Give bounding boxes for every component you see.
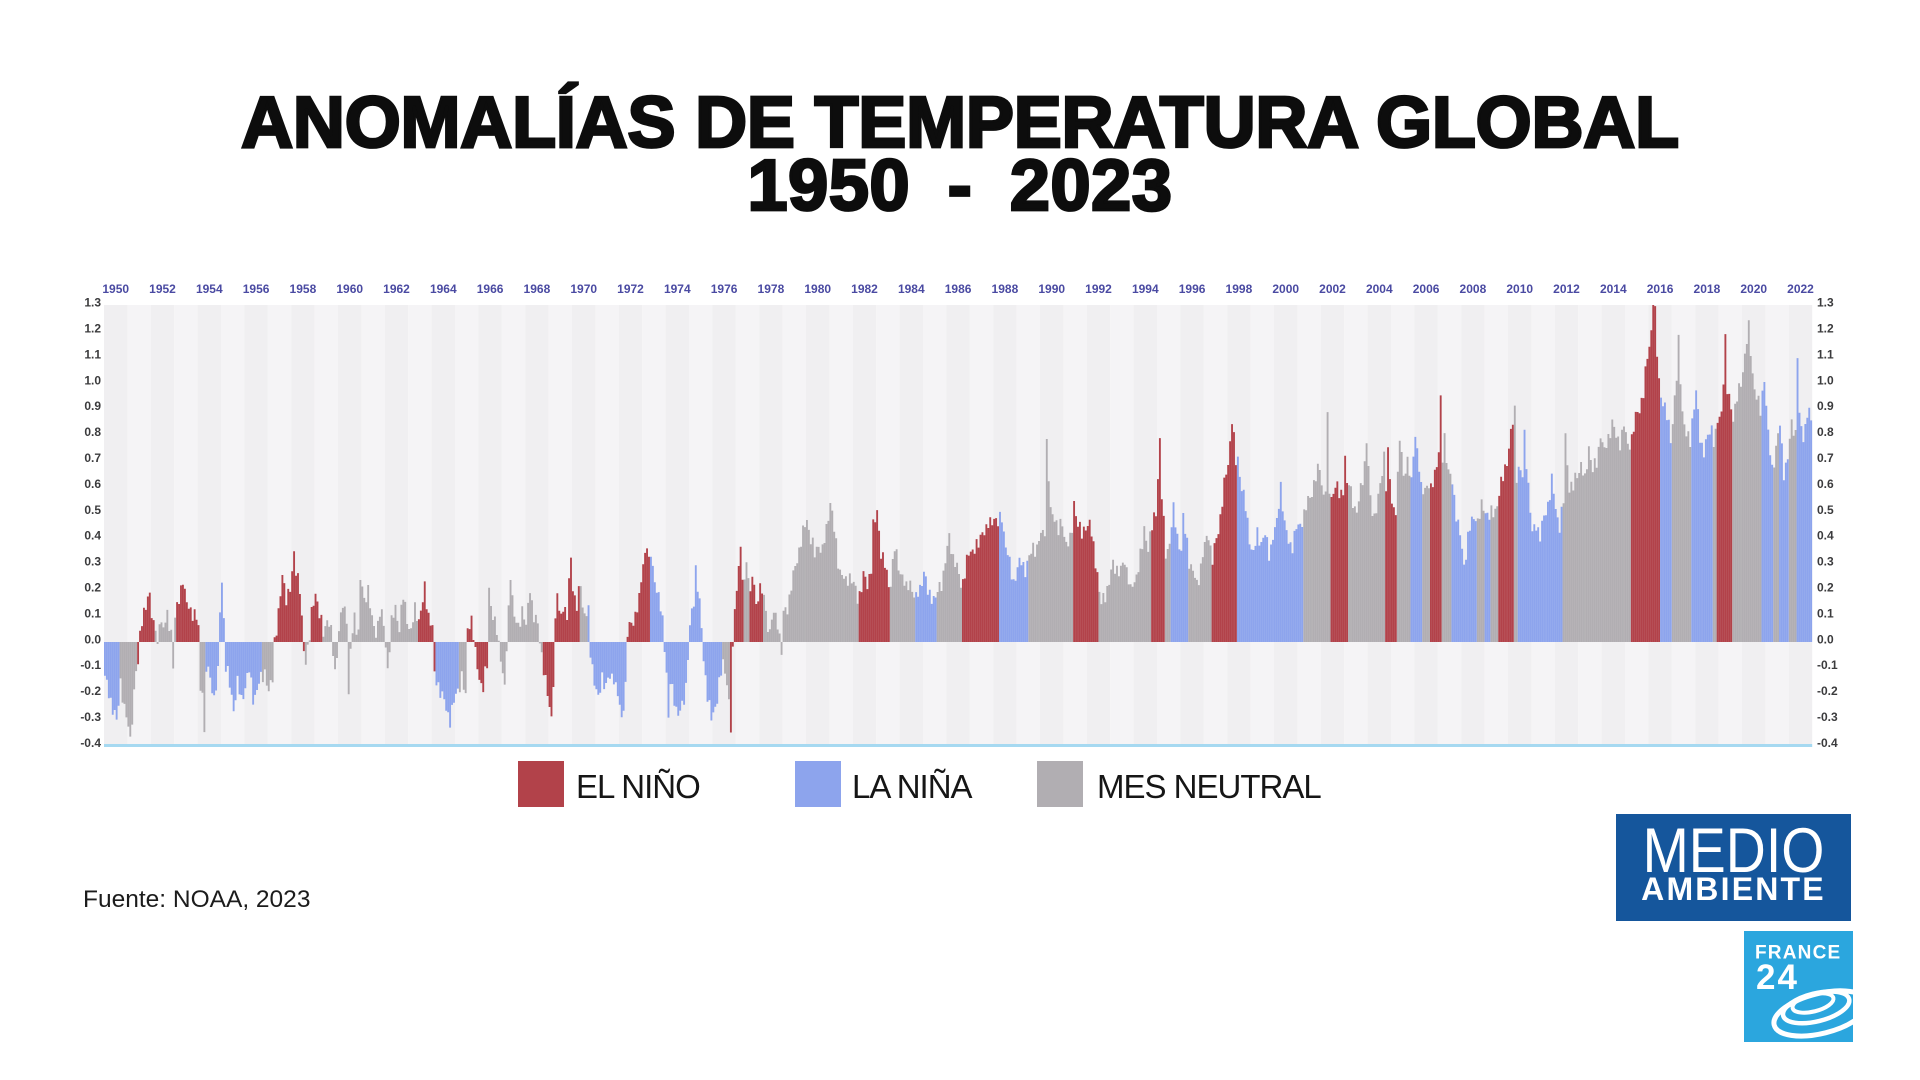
svg-text:0.3: 0.3 [1817,555,1834,569]
svg-text:1994: 1994 [1132,282,1159,296]
svg-text:-0.3: -0.3 [80,710,101,724]
svg-text:0.2: 0.2 [1817,581,1834,595]
svg-text:1996: 1996 [1179,282,1206,296]
svg-text:24: 24 [1756,958,1799,997]
svg-text:0.6: 0.6 [84,477,101,491]
svg-text:0.1: 0.1 [1817,606,1834,620]
svg-text:0.8: 0.8 [84,425,101,439]
svg-text:0.7: 0.7 [84,451,101,465]
svg-text:2010: 2010 [1506,282,1533,296]
svg-text:2000: 2000 [1272,282,1299,296]
svg-text:0.4: 0.4 [84,529,101,543]
svg-text:0.5: 0.5 [84,503,101,517]
svg-text:1950: 1950 [102,282,129,296]
svg-text:1970: 1970 [570,282,597,296]
svg-text:1958: 1958 [290,282,317,296]
svg-text:1968: 1968 [524,282,551,296]
svg-text:1982: 1982 [851,282,878,296]
svg-text:FRANCE: FRANCE [1755,943,1841,964]
svg-text:1984: 1984 [898,282,925,296]
svg-text:2004: 2004 [1366,282,1393,296]
svg-text:2014: 2014 [1600,282,1627,296]
svg-text:-0.2: -0.2 [80,684,101,698]
svg-text:-0.4: -0.4 [80,736,101,750]
svg-text:0.0: 0.0 [1817,632,1834,646]
svg-text:1960: 1960 [336,282,363,296]
svg-text:1.0: 1.0 [1817,373,1834,387]
svg-text:1986: 1986 [945,282,972,296]
svg-text:0.5: 0.5 [1817,503,1834,517]
svg-text:0.6: 0.6 [1817,477,1834,491]
svg-text:1952: 1952 [149,282,176,296]
svg-text:-0.4: -0.4 [1817,736,1838,750]
svg-text:1990: 1990 [1038,282,1065,296]
svg-text:1.1: 1.1 [1817,347,1834,361]
svg-text:2008: 2008 [1460,282,1487,296]
svg-text:-0.1: -0.1 [80,658,101,672]
svg-text:1.3: 1.3 [84,296,101,310]
svg-text:0.7: 0.7 [1817,451,1834,465]
svg-text:1962: 1962 [383,282,410,296]
svg-text:2016: 2016 [1647,282,1674,296]
svg-text:1.2: 1.2 [84,322,101,336]
svg-text:1956: 1956 [243,282,270,296]
svg-text:1998: 1998 [1226,282,1253,296]
svg-text:1976: 1976 [711,282,738,296]
svg-text:0.9: 0.9 [1817,399,1834,413]
svg-text:2020: 2020 [1740,282,1767,296]
svg-text:0.3: 0.3 [84,555,101,569]
svg-text:-0.1: -0.1 [1817,658,1838,672]
svg-text:1992: 1992 [1085,282,1112,296]
svg-text:0.2: 0.2 [84,581,101,595]
svg-text:1980: 1980 [804,282,831,296]
svg-text:2006: 2006 [1413,282,1440,296]
svg-text:-0.2: -0.2 [1817,684,1838,698]
svg-text:0.0: 0.0 [84,632,101,646]
svg-text:1964: 1964 [430,282,457,296]
svg-text:1972: 1972 [617,282,644,296]
svg-text:1.0: 1.0 [84,373,101,387]
svg-text:1954: 1954 [196,282,223,296]
svg-text:1988: 1988 [992,282,1019,296]
svg-text:2002: 2002 [1319,282,1346,296]
svg-text:1966: 1966 [477,282,504,296]
svg-text:2022: 2022 [1787,282,1814,296]
svg-text:0.4: 0.4 [1817,529,1834,543]
svg-text:1.1: 1.1 [84,347,101,361]
svg-text:1.3: 1.3 [1817,296,1834,310]
svg-text:2012: 2012 [1553,282,1580,296]
svg-text:0.9: 0.9 [84,399,101,413]
svg-text:0.8: 0.8 [1817,425,1834,439]
svg-text:2018: 2018 [1694,282,1721,296]
svg-text:-0.3: -0.3 [1817,710,1838,724]
svg-text:1974: 1974 [664,282,691,296]
svg-text:1978: 1978 [758,282,785,296]
svg-text:0.1: 0.1 [84,606,101,620]
svg-text:1.2: 1.2 [1817,322,1834,336]
